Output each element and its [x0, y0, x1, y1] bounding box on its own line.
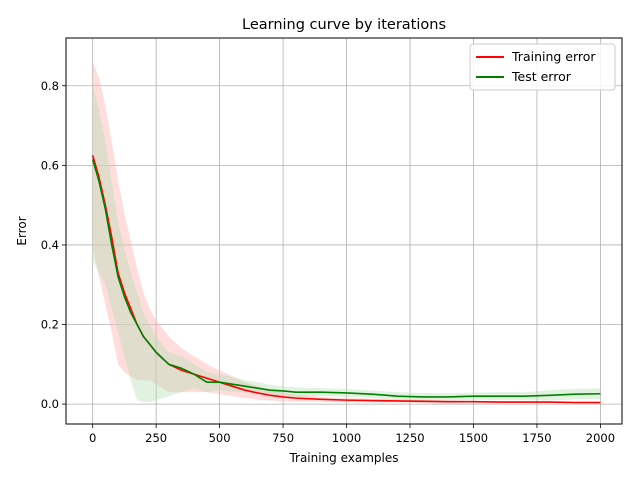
legend-label-training: Training error	[511, 49, 596, 64]
x-tick-label: 0	[89, 431, 96, 445]
series-lines	[91, 155, 601, 404]
y-tick-label: 0.8	[41, 79, 59, 93]
x-tick-label: 1250	[395, 431, 424, 445]
training-error-band	[92, 61, 601, 404]
x-tick-label: 2000	[586, 431, 615, 445]
plot-frame	[65, 37, 623, 425]
x-tick-label: 1500	[459, 431, 488, 445]
y-tick-label: 0.2	[41, 318, 59, 332]
x-tick-label: 500	[209, 431, 231, 445]
x-tick-label: 1000	[332, 431, 361, 445]
legend-box	[469, 43, 616, 91]
x-axis-label: Training examples	[288, 451, 398, 465]
grid-lines	[66, 38, 622, 424]
legend: Training error Test error	[469, 43, 616, 91]
y-tick-label: 0.0	[41, 397, 59, 411]
y-tick-label: 0.4	[41, 238, 59, 252]
test-error-line	[91, 159, 601, 398]
x-tick-label: 750	[272, 431, 294, 445]
chart-title: Learning curve by iterations	[242, 17, 446, 33]
x-tick-label: 250	[145, 431, 167, 445]
test-error-band	[92, 85, 601, 403]
confidence-bands	[92, 61, 601, 404]
y-tick-label: 0.6	[41, 158, 59, 172]
y-axis-label: Error	[15, 216, 29, 245]
legend-label-test: Test error	[511, 69, 572, 84]
axis-ticks: 0 250 500 750 1000 1250 1500 1750 2000 0.0 0.2 0.4 0…	[41, 79, 615, 445]
x-tick-label: 1750	[522, 431, 551, 445]
training-error-line	[91, 155, 601, 404]
